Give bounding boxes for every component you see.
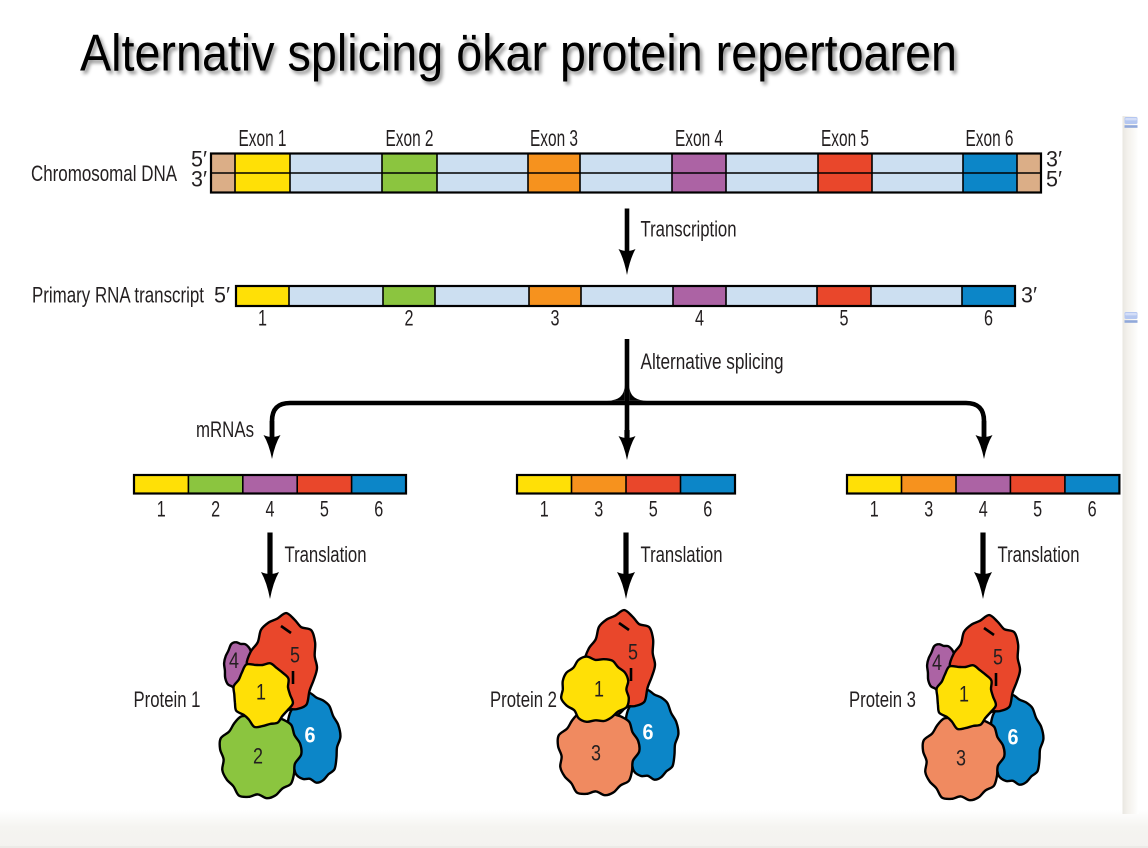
svg-text:Exon 1: Exon 1 — [239, 125, 287, 151]
svg-text:Protein 1: Protein 1 — [134, 687, 201, 712]
svg-text:5: 5 — [320, 497, 329, 522]
svg-text:5: 5 — [290, 643, 300, 668]
svg-text:6: 6 — [984, 306, 993, 331]
svg-text:6: 6 — [1008, 725, 1019, 750]
svg-text:3: 3 — [924, 497, 933, 522]
svg-text:2: 2 — [211, 497, 220, 522]
svg-text:1: 1 — [959, 682, 969, 707]
svg-text:Exon 5: Exon 5 — [821, 125, 869, 151]
svg-text:Chromosomal DNA: Chromosomal DNA — [31, 161, 177, 186]
svg-text:2: 2 — [253, 744, 263, 769]
svg-text:4: 4 — [979, 497, 988, 522]
svg-text:3′: 3′ — [1046, 147, 1062, 172]
svg-text:3′: 3′ — [191, 167, 207, 192]
svg-text:4: 4 — [229, 648, 239, 673]
svg-text:Primary RNA transcript: Primary RNA transcript — [32, 283, 204, 308]
svg-text:1: 1 — [594, 677, 604, 702]
svg-text:1: 1 — [870, 497, 879, 522]
svg-text:Translation: Translation — [641, 542, 723, 567]
svg-text:5: 5 — [1033, 497, 1042, 522]
svg-text:Exon 6: Exon 6 — [966, 125, 1014, 151]
svg-text:6: 6 — [374, 497, 383, 522]
svg-text:5: 5 — [840, 306, 849, 331]
svg-text:3′: 3′ — [1021, 283, 1037, 308]
svg-text:Alternative splicing: Alternative splicing — [641, 349, 784, 374]
svg-text:1: 1 — [157, 497, 166, 522]
svg-text:2: 2 — [405, 306, 414, 331]
svg-text:4: 4 — [266, 497, 275, 522]
svg-text:1: 1 — [258, 306, 267, 331]
svg-text:Protein 2: Protein 2 — [490, 687, 557, 712]
svg-text:Alternativ splicing ökar prote: Alternativ splicing ökar protein reperto… — [80, 25, 957, 83]
svg-text:1: 1 — [540, 497, 549, 522]
svg-text:5: 5 — [628, 640, 638, 665]
svg-text:4: 4 — [695, 306, 704, 331]
svg-text:5′: 5′ — [214, 283, 230, 308]
svg-text:4: 4 — [932, 650, 942, 675]
svg-text:Translation: Translation — [998, 542, 1080, 567]
svg-text:Transcription: Transcription — [641, 217, 737, 242]
svg-text:Translation: Translation — [285, 542, 367, 567]
svg-text:5: 5 — [993, 645, 1003, 670]
svg-text:Exon 4: Exon 4 — [675, 125, 723, 151]
svg-text:5′: 5′ — [1046, 167, 1062, 192]
svg-text:1: 1 — [256, 680, 266, 705]
svg-text:3: 3 — [551, 306, 560, 331]
svg-text:Exon 3: Exon 3 — [530, 125, 578, 151]
svg-text:6: 6 — [305, 723, 316, 748]
svg-text:3: 3 — [594, 497, 603, 522]
svg-text:3: 3 — [956, 746, 966, 771]
svg-text:6: 6 — [643, 720, 654, 745]
svg-text:6: 6 — [1088, 497, 1097, 522]
svg-text:6: 6 — [703, 497, 712, 522]
svg-text:Protein 3: Protein 3 — [849, 687, 916, 712]
svg-text:Exon 2: Exon 2 — [386, 125, 434, 151]
svg-text:5: 5 — [649, 497, 658, 522]
svg-text:5′: 5′ — [191, 147, 207, 172]
svg-text:mRNAs: mRNAs — [196, 417, 254, 442]
svg-text:3: 3 — [591, 741, 601, 766]
